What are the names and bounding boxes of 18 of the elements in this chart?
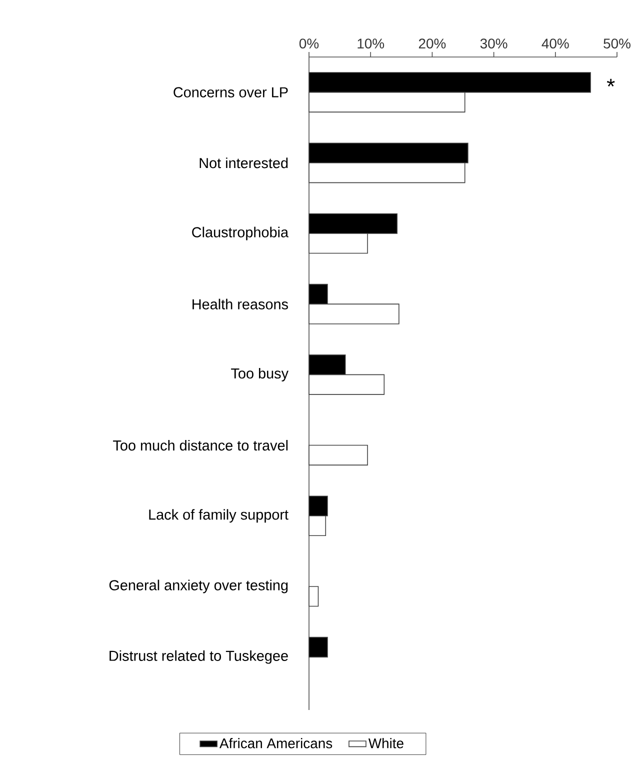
y-tick-label: General anxiety over testing (109, 580, 288, 594)
x-tick-label: 40% (542, 38, 569, 49)
y-tick-label: Distrust related to Tuskegee (110, 650, 288, 664)
x-tick-label: 20% (418, 38, 446, 49)
y-tick-label: Concerns over LP (174, 87, 288, 98)
x-tick-label: 30% (480, 38, 508, 49)
x-tick-label: 0% (299, 38, 319, 49)
annotation: * (606, 78, 615, 87)
y-tick-label: Not interested (200, 158, 288, 168)
y-tick-label: Too much distance to travel (113, 440, 288, 451)
y-tick-label: Claustrophobia (192, 226, 289, 240)
y-tick-label: Health reasons (192, 298, 288, 310)
y-tick-label: Too busy (231, 368, 289, 382)
x-tick-label: 10% (358, 38, 384, 49)
legend-label: White (368, 738, 404, 748)
x-tick-label: 50% (604, 38, 630, 49)
y-tick-label: Lack of family support (149, 509, 288, 523)
legend-label: African Americans (219, 738, 332, 748)
